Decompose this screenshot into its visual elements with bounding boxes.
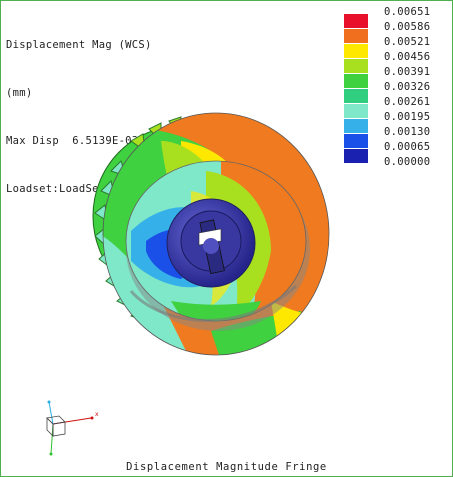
- fringe-caption: Displacement Magnitude Fringe: [126, 461, 327, 473]
- legend-value: 0.00261: [384, 96, 431, 108]
- legend-value: 0.00326: [384, 81, 431, 93]
- legend-swatch: [344, 149, 368, 163]
- coordinate-triad: x: [46, 400, 99, 456]
- legend-swatch: [344, 119, 368, 133]
- legend-value: 0.00456: [384, 51, 431, 63]
- legend-swatch: [344, 44, 368, 58]
- legend-value: 0.00000: [384, 156, 431, 168]
- legend-swatch: [344, 29, 368, 43]
- result-title: Displacement Mag (WCS): [6, 39, 152, 51]
- max-displacement: Max Disp 6.5139E-03: [6, 135, 139, 147]
- legend-value: 0.00195: [384, 111, 431, 123]
- legend-value: 0.00130: [384, 126, 431, 138]
- legend-swatch: [344, 89, 368, 103]
- legend-swatch: [344, 14, 368, 28]
- legend-value: 0.00391: [384, 66, 431, 78]
- legend-swatch: [344, 104, 368, 118]
- legend-value: 0.00651: [384, 6, 431, 18]
- triad-x-label: x: [95, 411, 99, 418]
- gear-fringe-plot[interactable]: [71, 101, 341, 361]
- legend-value: 0.00586: [384, 21, 431, 33]
- legend-swatch: [344, 74, 368, 88]
- legend-swatch: [344, 59, 368, 73]
- legend-swatch: [344, 134, 368, 148]
- result-units: (mm): [6, 87, 33, 99]
- legend-value: 0.00065: [384, 141, 431, 153]
- legend-value: 0.00521: [384, 36, 431, 48]
